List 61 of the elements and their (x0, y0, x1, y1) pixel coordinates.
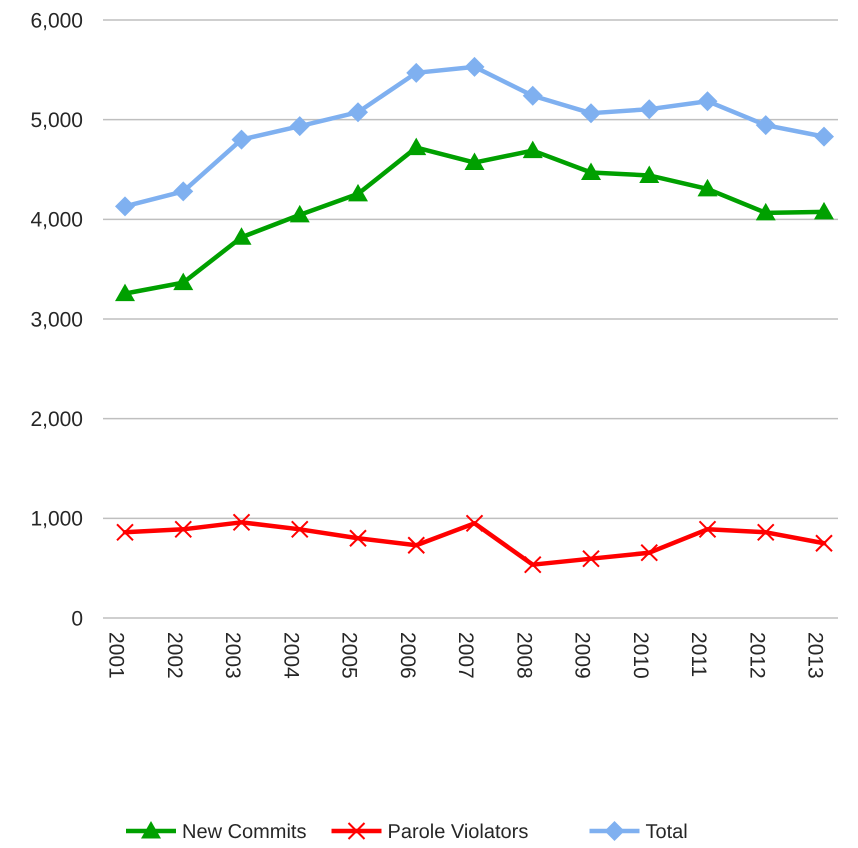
point (406, 62, 426, 83)
point (814, 202, 834, 220)
point (290, 116, 310, 136)
x-tick-label: 2007 (454, 632, 478, 679)
y-tick-label: 0 (71, 607, 83, 630)
point (581, 103, 601, 124)
point (173, 272, 194, 290)
point (115, 284, 135, 302)
point (348, 102, 368, 122)
point (698, 520, 716, 538)
y-tick-label: 6,000 (30, 9, 83, 32)
point (756, 115, 776, 136)
point (407, 536, 426, 554)
x-tick-label: 2008 (512, 632, 536, 679)
x-tick-label: 2013 (804, 632, 827, 679)
point (524, 556, 542, 574)
x-tick-label: 2001 (104, 632, 128, 679)
point (639, 99, 660, 120)
x-tick-label: 2005 (338, 632, 361, 679)
point (290, 204, 310, 222)
point (582, 550, 600, 568)
point (581, 162, 601, 180)
point (464, 56, 484, 77)
y-tick-label: 2,000 (30, 408, 83, 432)
point (698, 91, 718, 112)
point (290, 520, 309, 538)
point (640, 544, 658, 562)
legend-label: New Commits (182, 821, 306, 843)
point (232, 227, 252, 245)
point (464, 152, 484, 170)
y-tick-label: 5,000 (30, 109, 83, 132)
point (756, 202, 776, 220)
point (466, 514, 484, 532)
x-tick-label: 2002 (162, 632, 186, 679)
point (698, 178, 718, 196)
point (174, 520, 192, 538)
point (814, 126, 834, 147)
point (522, 86, 543, 106)
point (348, 184, 368, 202)
y-tick-label: 4,000 (30, 208, 83, 232)
point (116, 523, 134, 542)
point (232, 513, 250, 532)
x-tick-label: 2010 (628, 632, 652, 679)
x-tick-label: 2012 (745, 632, 768, 679)
point (349, 529, 367, 548)
legend-label: Total (646, 821, 688, 843)
point (522, 140, 543, 158)
x-tick-label: 2006 (396, 632, 419, 679)
point (232, 130, 252, 150)
y-tick-label: 3,000 (30, 308, 83, 332)
x-tick-label: 2011 (687, 632, 710, 678)
point (173, 181, 194, 202)
point (815, 534, 833, 552)
legend-label: Parole Violators (388, 821, 528, 843)
x-tick-label: 2003 (221, 632, 244, 679)
x-tick-label: 2009 (570, 632, 594, 679)
y-tick-label: 1,000 (30, 508, 83, 531)
point (115, 196, 135, 216)
x-tick-label: 2004 (279, 632, 302, 680)
point (756, 523, 775, 542)
point (639, 165, 660, 183)
